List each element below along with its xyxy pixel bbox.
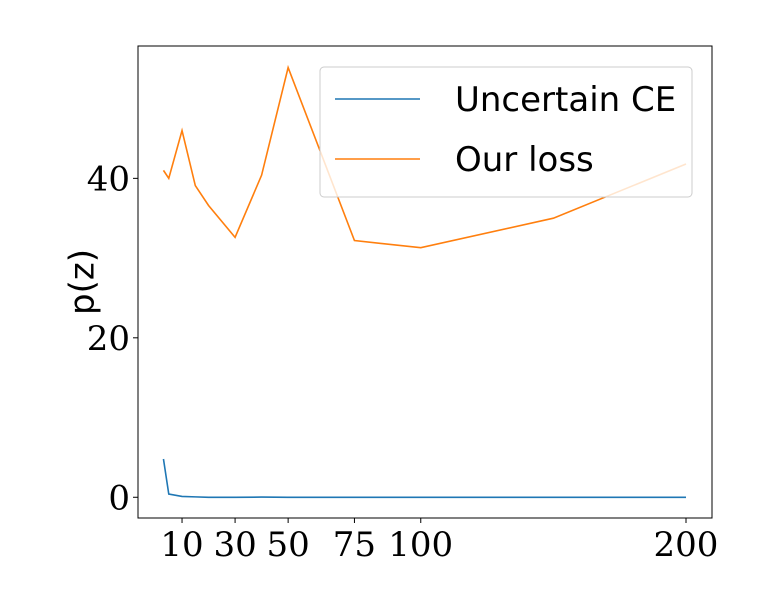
legend-label: Our loss bbox=[455, 140, 594, 180]
x-tick-label: 10 bbox=[160, 525, 203, 565]
x-tick-label: 50 bbox=[266, 525, 309, 565]
series-line bbox=[162, 458, 687, 499]
x-tick-label: 75 bbox=[333, 525, 376, 565]
series-line bbox=[162, 64, 687, 249]
legend-label: Uncertain CE bbox=[455, 80, 676, 120]
x-tick-label: 200 bbox=[654, 525, 719, 565]
x-tick-label: 30 bbox=[213, 525, 256, 565]
y-tick-label: 0 bbox=[108, 478, 130, 518]
y-tick-label: 20 bbox=[87, 319, 130, 359]
plot-frame bbox=[137, 45, 713, 519]
y-axis-label: p(z) bbox=[63, 249, 103, 315]
x-tick-label: 100 bbox=[388, 525, 453, 565]
y-tick-label: 40 bbox=[87, 159, 130, 199]
